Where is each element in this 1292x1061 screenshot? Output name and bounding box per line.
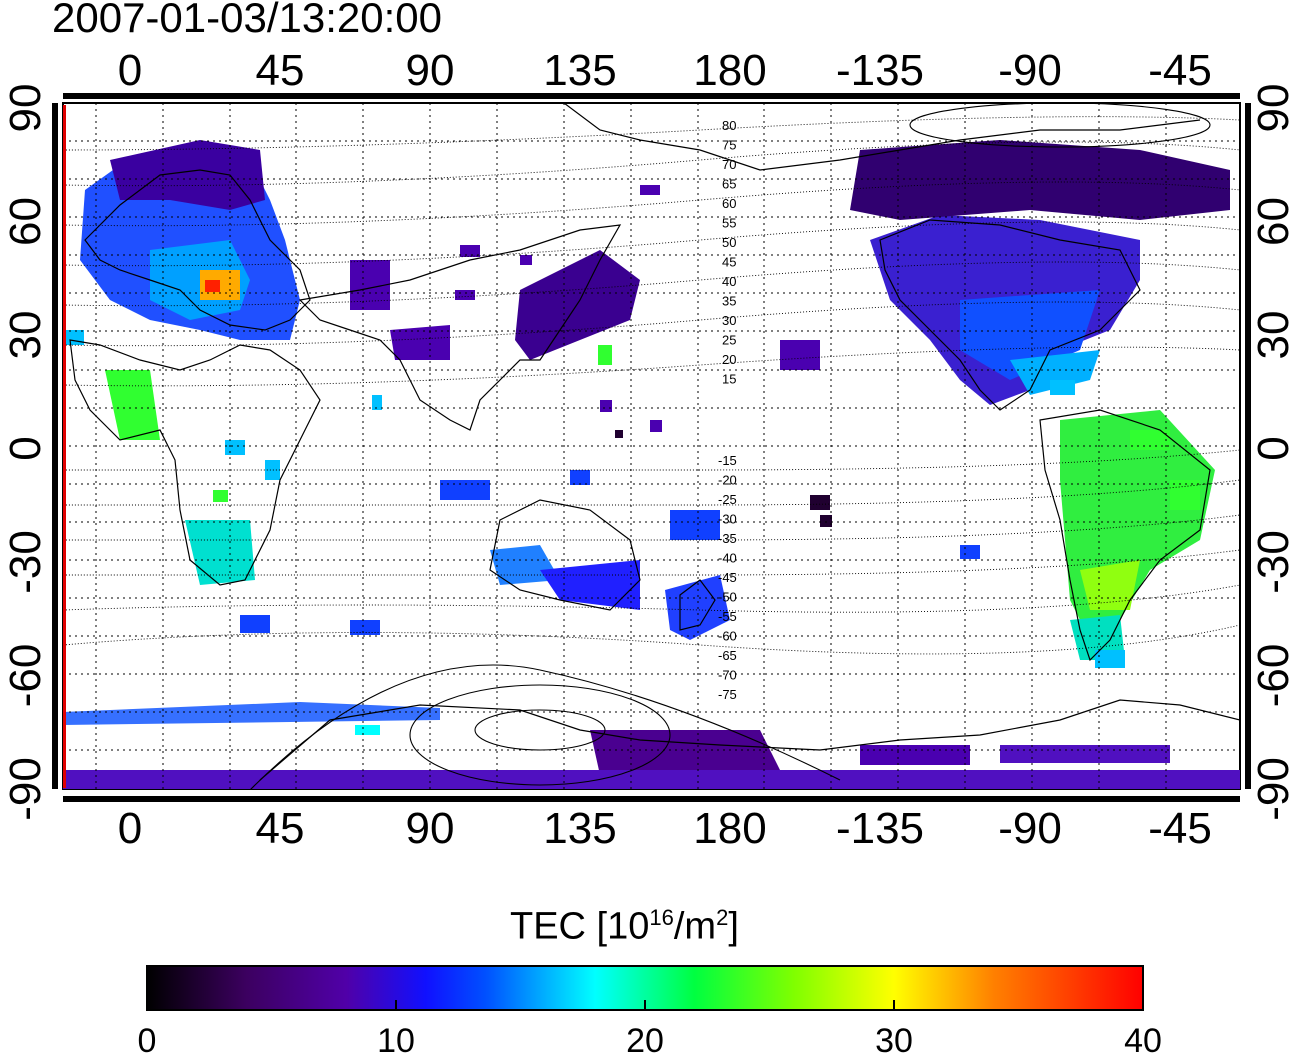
colorbar-tick-label: 10 <box>377 1022 415 1060</box>
lon-tick-label: 180 <box>693 804 766 853</box>
contour-label: 65 <box>722 177 736 192</box>
magnetic-contours <box>63 116 1240 655</box>
lat-tick-label: 90 <box>1249 84 1292 133</box>
contour-label: -30 <box>718 512 737 527</box>
lat-tick-label: -60 <box>1 644 50 708</box>
colorbar-tick-marks <box>395 1000 895 1010</box>
lon-tick-label: 180 <box>693 46 766 95</box>
lat-ticks-right: 90 60 30 0 -30 -60 -90 <box>1249 84 1292 821</box>
lon-tick-label: 90 <box>406 804 455 853</box>
lat-tick-label: -30 <box>1249 530 1292 594</box>
contour-label: -70 <box>718 668 737 683</box>
tec-patch-africa-west <box>105 370 160 440</box>
contour-label: 40 <box>722 274 736 289</box>
lat-tick-label: -30 <box>1 530 50 594</box>
contour-labels-north: 80 75 70 65 60 55 50 45 40 35 30 25 20 15 <box>722 118 736 387</box>
contour-label: 25 <box>722 333 736 348</box>
contour-label: 80 <box>722 118 736 133</box>
colorbar-tick-label: 40 <box>1124 1022 1162 1060</box>
lon-tick-label: 45 <box>256 46 305 95</box>
timestamp-title: 2007-01-03/13:20:00 <box>52 0 442 41</box>
tec-patch-antarctic <box>590 730 780 775</box>
contour-label: -45 <box>718 570 737 585</box>
contour-label: 75 <box>722 138 736 153</box>
colorbar-title: TEC [1016/m2] <box>510 905 739 948</box>
polar-contours <box>250 103 1211 789</box>
contour-label: -20 <box>718 473 737 488</box>
lat-tick-label: 30 <box>1 311 50 360</box>
lon-tick-label: -45 <box>1148 46 1212 95</box>
contour-label: 50 <box>722 235 736 250</box>
lat-tick-label: 30 <box>1249 311 1292 360</box>
lat-tick-label: 90 <box>1 84 50 133</box>
contour-labels-south: -15 -20 -25 -30 -35 -40 -45 -50 -55 -60 -65 -70 -75 <box>718 453 737 702</box>
lat-tick-label: -90 <box>1 757 50 821</box>
contour-label: 30 <box>722 313 736 328</box>
tec-patch-africa-south <box>185 520 255 585</box>
lon-tick-label: -90 <box>998 46 1062 95</box>
contour-label: -35 <box>718 531 737 546</box>
colorbar-tick-label: 30 <box>875 1022 913 1060</box>
contour-label: -40 <box>718 551 737 566</box>
contour-label: -55 <box>718 609 737 624</box>
lon-ticks-top: 0 45 90 135 180 -135 -90 -45 <box>118 46 1212 95</box>
lat-tick-label: 0 <box>1249 436 1292 460</box>
contour-label: -50 <box>718 590 737 605</box>
lat-tick-label: -90 <box>1249 757 1292 821</box>
contour-label: 60 <box>722 196 736 211</box>
lon-tick-label: -45 <box>1148 804 1212 853</box>
contour-label: 55 <box>722 216 736 231</box>
graticule <box>63 103 1240 789</box>
lon-tick-label: 0 <box>118 804 142 853</box>
lon-tick-label: -90 <box>998 804 1062 853</box>
colorbar-tick-label: 0 <box>137 1022 157 1060</box>
contour-label: -60 <box>718 629 737 644</box>
contour-label: 20 <box>722 352 736 367</box>
lon-tick-label: 135 <box>543 804 616 853</box>
lat-tick-label: 60 <box>1 197 50 246</box>
contour-label: -25 <box>718 492 737 507</box>
lon-tick-label: -135 <box>836 804 924 853</box>
lon-ticks-bottom: 0 45 90 135 180 -135 -90 -45 <box>118 804 1212 853</box>
lon-tick-label: -135 <box>836 46 924 95</box>
contour-label: 15 <box>722 372 736 387</box>
lat-ticks-left: 90 60 30 0 -30 -60 -90 <box>1 84 50 821</box>
lon-tick-label: 0 <box>118 46 142 95</box>
colorbar-tick-label: 20 <box>626 1022 664 1060</box>
lon-tick-label: 135 <box>543 46 616 95</box>
lon-tick-label: 90 <box>406 46 455 95</box>
contour-label: 35 <box>722 294 736 309</box>
contour-label: -15 <box>718 453 737 468</box>
contour-label: 45 <box>722 255 736 270</box>
contour-label: -65 <box>718 648 737 663</box>
lon-tick-label: 45 <box>256 804 305 853</box>
lat-tick-label: 0 <box>1 436 50 460</box>
tec-patch-asia-east <box>515 250 640 360</box>
contour-label: 70 <box>722 157 736 172</box>
tec-data-patches <box>63 140 1240 789</box>
lat-tick-label: -60 <box>1249 644 1292 708</box>
lat-tick-label: 60 <box>1249 197 1292 246</box>
axis-bars <box>52 93 1251 802</box>
contour-label: -75 <box>718 687 737 702</box>
